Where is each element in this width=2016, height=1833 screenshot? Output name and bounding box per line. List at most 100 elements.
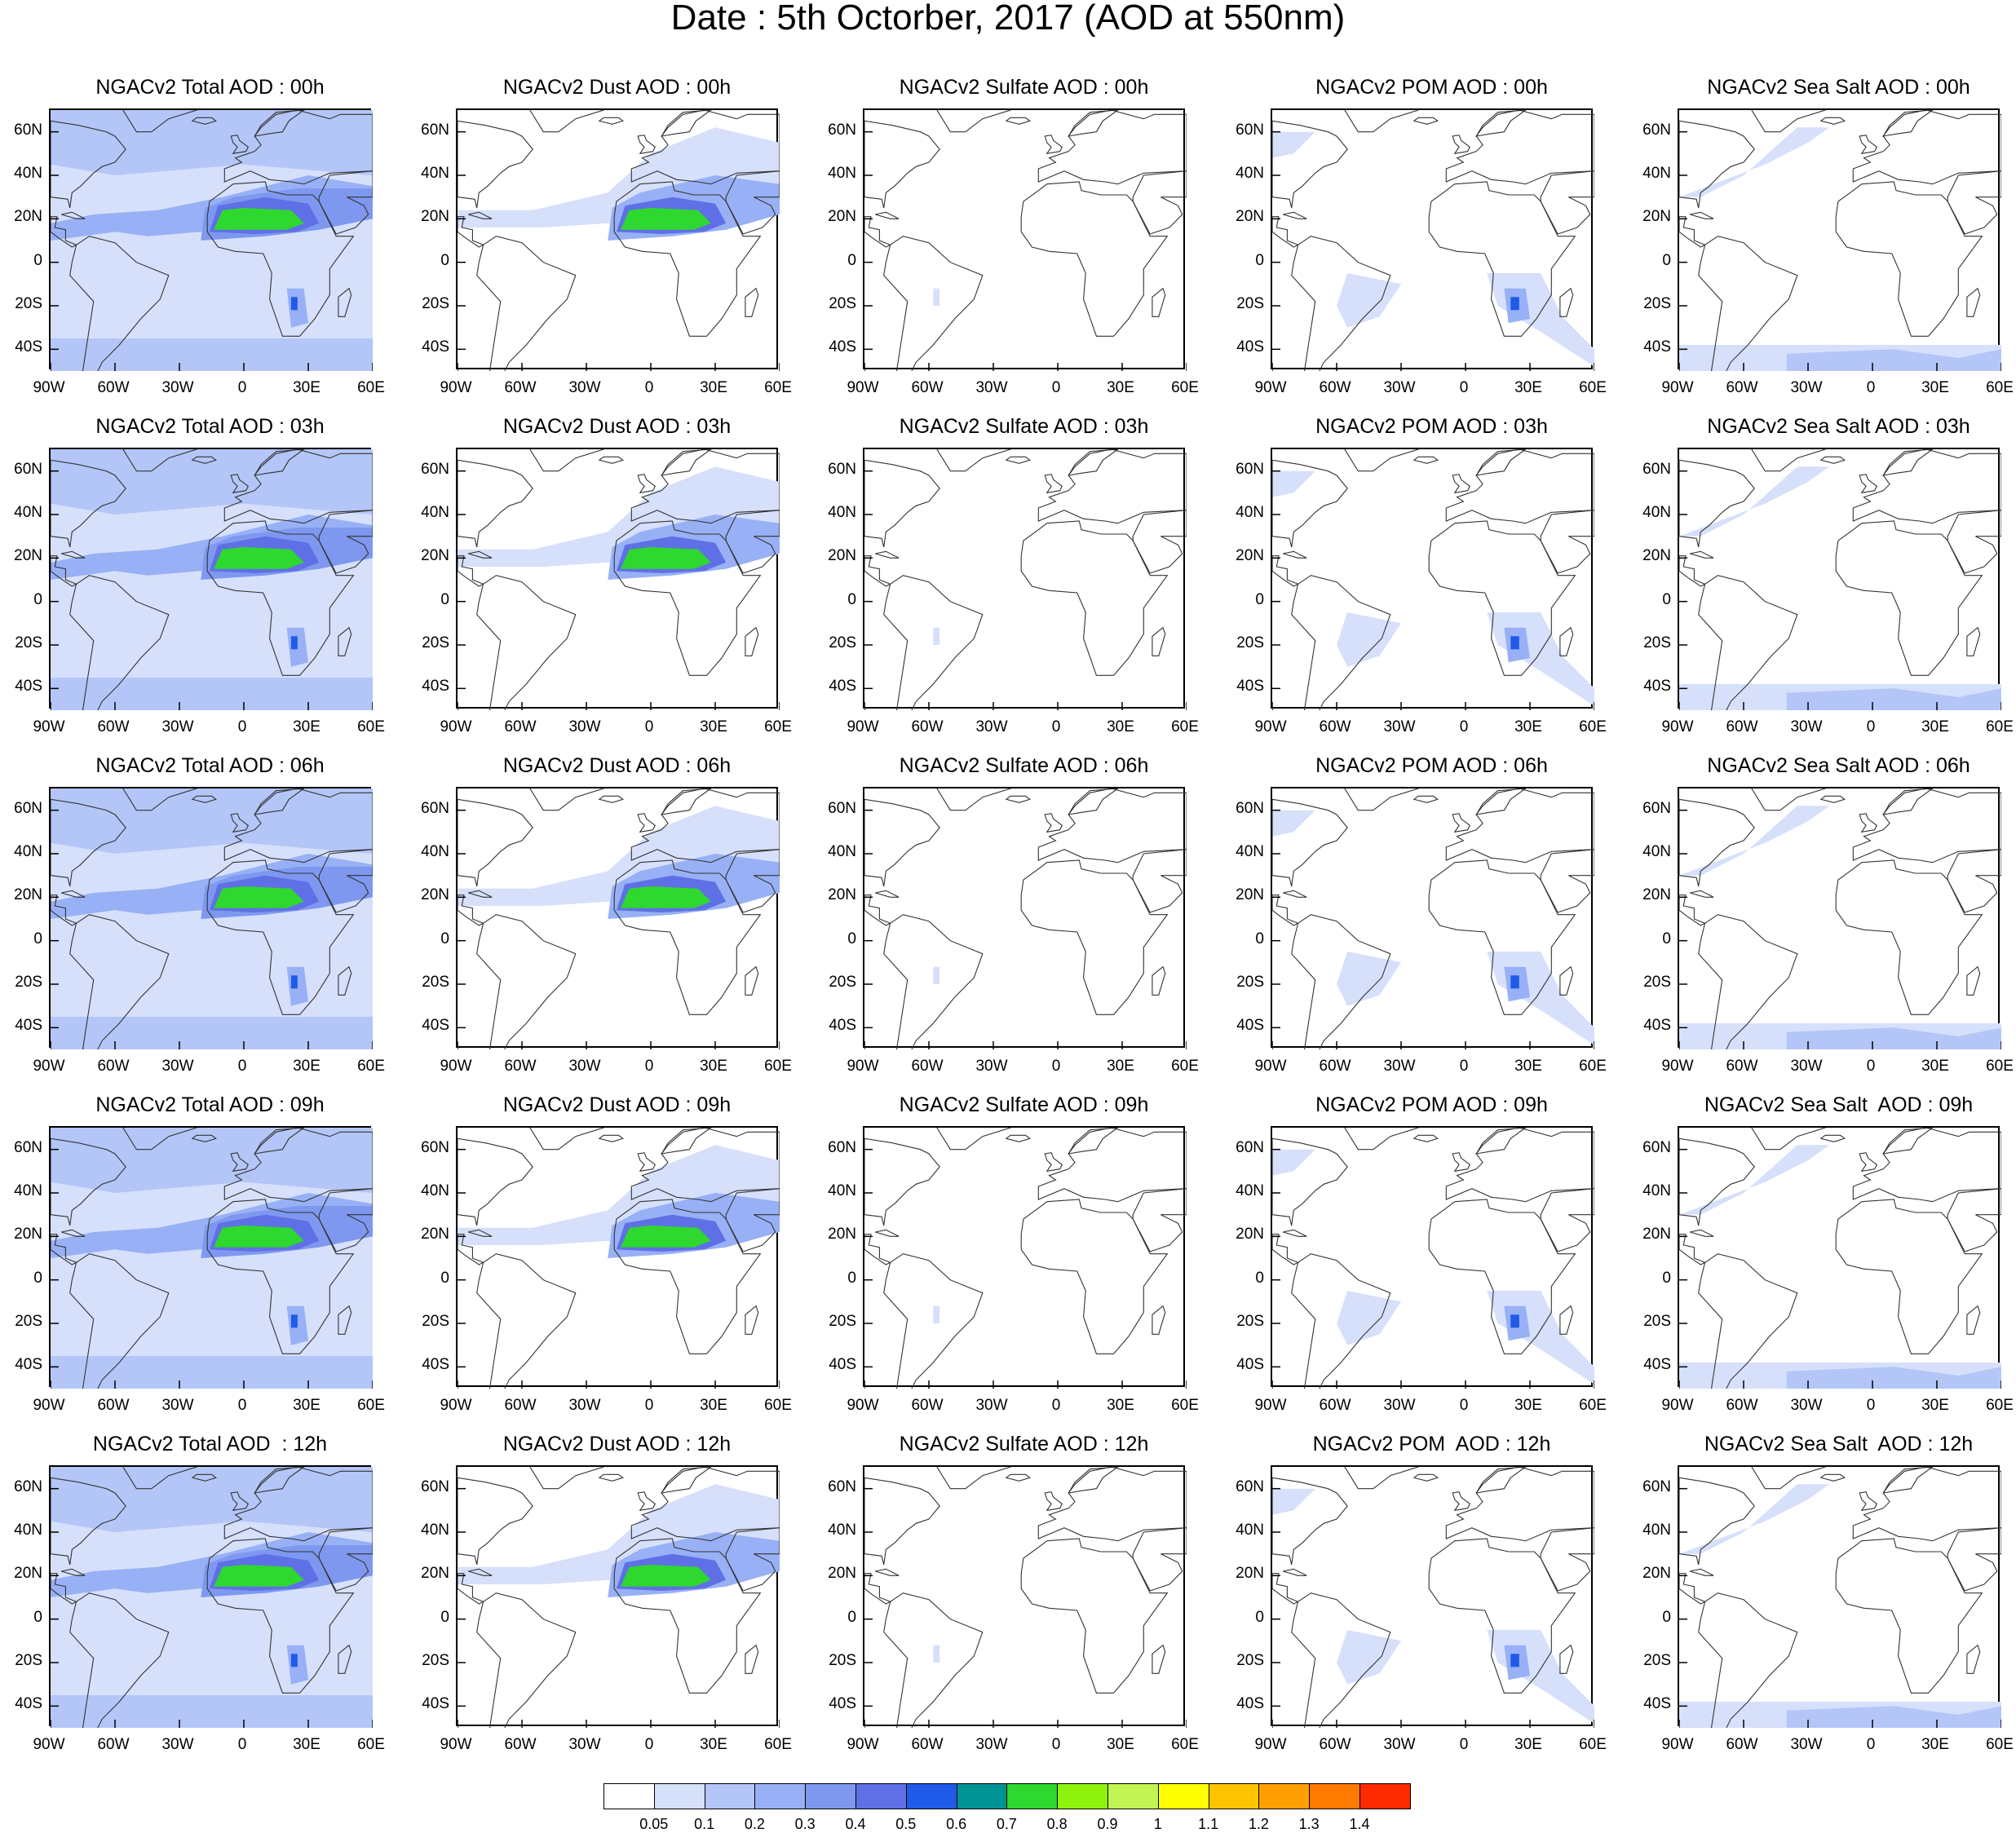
x-tick-label: 30W bbox=[568, 1058, 601, 1075]
aod-field bbox=[290, 975, 298, 989]
coastline-samerica bbox=[1291, 1592, 1391, 1728]
y-tick-label: 40S bbox=[1236, 678, 1264, 696]
y-tick-label: 40S bbox=[422, 1695, 449, 1713]
map-panel bbox=[1271, 1465, 1594, 1728]
x-tick-label: 60W bbox=[504, 1058, 537, 1075]
map-svg bbox=[1272, 110, 1594, 371]
coastline-centam bbox=[1679, 1234, 1706, 1265]
x-tick-label: 90W bbox=[1254, 718, 1287, 735]
coastline-arabia bbox=[1947, 510, 2001, 574]
coastline-centam bbox=[1679, 555, 1706, 587]
y-tick-label: 40S bbox=[1236, 1017, 1264, 1035]
x-tick-label: 60W bbox=[1319, 718, 1351, 735]
x-tick-label: 30W bbox=[568, 1736, 601, 1753]
coastline-samerica bbox=[1698, 1592, 1798, 1728]
coastline-cuba bbox=[1690, 1568, 1714, 1576]
map-svg bbox=[1272, 449, 1594, 710]
map-panel bbox=[1678, 1465, 2001, 1728]
aod-field bbox=[1786, 1706, 2001, 1728]
x-tick-label: 0 bbox=[1051, 718, 1061, 735]
x-tick-label: 30E bbox=[1921, 379, 1949, 396]
coastline-britain bbox=[1452, 813, 1470, 833]
coastline-scandinavia bbox=[1882, 449, 1934, 476]
coastline-arabia bbox=[725, 1188, 780, 1252]
coastline-cuba bbox=[875, 550, 900, 559]
coastline-namerica bbox=[51, 120, 126, 209]
coastline-centam bbox=[1679, 216, 1706, 248]
coastline-europe bbox=[630, 1128, 780, 1203]
coastline-namerica bbox=[1679, 1137, 1755, 1226]
x-tick-label: 60W bbox=[1319, 1736, 1351, 1753]
coastline-europe bbox=[1037, 1128, 1187, 1203]
coastline-namerica bbox=[864, 120, 940, 209]
x-tick-label: 30W bbox=[1383, 1736, 1416, 1753]
map-svg bbox=[51, 1128, 373, 1389]
y-tick-label: 40S bbox=[422, 678, 449, 696]
aod-field bbox=[1786, 688, 2001, 710]
map-panel bbox=[863, 108, 1187, 371]
y-tick-label: 0 bbox=[440, 1269, 449, 1287]
y-tick-label: 40N bbox=[828, 1522, 856, 1539]
coastline-greenland bbox=[936, 449, 1011, 472]
coastline-africa bbox=[1020, 1199, 1169, 1354]
coastline-madagascar bbox=[1966, 965, 1981, 996]
x-tick-label: 0 bbox=[644, 1058, 654, 1075]
coastline-madagascar bbox=[745, 965, 759, 996]
y-tick-label: 0 bbox=[33, 930, 42, 947]
map-svg bbox=[51, 788, 373, 1049]
coastline-madagascar bbox=[1966, 1644, 1981, 1674]
map-svg bbox=[1679, 1467, 2001, 1728]
coastline-arabia bbox=[725, 510, 780, 574]
coastline-iceland bbox=[598, 1134, 624, 1142]
colorbar-label: 1.2 bbox=[1248, 1816, 1269, 1832]
x-tick-label: 60E bbox=[764, 1058, 792, 1075]
coastline-iceland bbox=[1005, 456, 1031, 464]
x-tick-label: 30W bbox=[1790, 718, 1823, 735]
y-tick-label: 60N bbox=[14, 1138, 42, 1156]
colorbar-swatch bbox=[805, 1783, 856, 1809]
y-tick-label: 40N bbox=[828, 843, 856, 860]
colorbar-swatch bbox=[956, 1783, 1008, 1809]
y-tick-label: 20N bbox=[828, 208, 856, 226]
aod-field bbox=[1337, 1630, 1401, 1685]
coastline-centam bbox=[864, 1573, 891, 1605]
coastline-namerica bbox=[51, 459, 126, 548]
aod-field bbox=[1510, 1314, 1519, 1328]
y-tick-label: 0 bbox=[440, 930, 449, 947]
coastline-samerica bbox=[883, 1592, 984, 1728]
coastline-cuba bbox=[875, 1229, 900, 1237]
y-tick-label: 60N bbox=[1642, 799, 1671, 817]
coastline-arabia bbox=[725, 849, 780, 913]
y-tick-label: 60N bbox=[828, 121, 856, 139]
y-tick-label: 20S bbox=[1643, 1313, 1671, 1330]
x-tick-label: 90W bbox=[440, 379, 472, 396]
aod-field bbox=[1337, 273, 1401, 328]
coastline-greenland bbox=[936, 788, 1011, 811]
coastline-scandinavia bbox=[254, 1128, 305, 1155]
x-tick-label: 0 bbox=[1866, 1058, 1876, 1075]
coastline-iceland bbox=[1413, 1134, 1439, 1142]
coastline-africa bbox=[206, 1538, 355, 1694]
coastline-iceland bbox=[1005, 117, 1031, 125]
y-tick-label: 40S bbox=[1643, 678, 1671, 696]
coastline-scandinavia bbox=[1882, 1467, 1934, 1494]
x-tick-label: 0 bbox=[1051, 1397, 1061, 1414]
panel-title: NGACv2 Dust AOD : 00h bbox=[502, 76, 732, 99]
x-tick-label: 60W bbox=[911, 1058, 944, 1075]
map-svg bbox=[458, 110, 780, 371]
coastline-iceland bbox=[191, 117, 217, 125]
y-tick-label: 20N bbox=[421, 1226, 449, 1243]
y-tick-label: 40S bbox=[1643, 1356, 1671, 1374]
coastline-iceland bbox=[191, 1134, 217, 1142]
x-tick-label: 90W bbox=[440, 1058, 472, 1075]
coastline-africa bbox=[1835, 859, 1983, 1015]
y-tick-label: 0 bbox=[847, 1608, 856, 1626]
map-panel bbox=[49, 108, 373, 371]
coastline-centam bbox=[864, 1234, 891, 1265]
y-tick-label: 20S bbox=[422, 974, 449, 991]
coastline-scandinavia bbox=[1068, 449, 1119, 476]
coastline-greenland bbox=[936, 1128, 1011, 1151]
coastline-namerica bbox=[51, 1137, 126, 1226]
aod-field bbox=[1487, 952, 1594, 1045]
panel-title: NGACv2 Sulfate AOD : 09h bbox=[899, 1093, 1149, 1116]
